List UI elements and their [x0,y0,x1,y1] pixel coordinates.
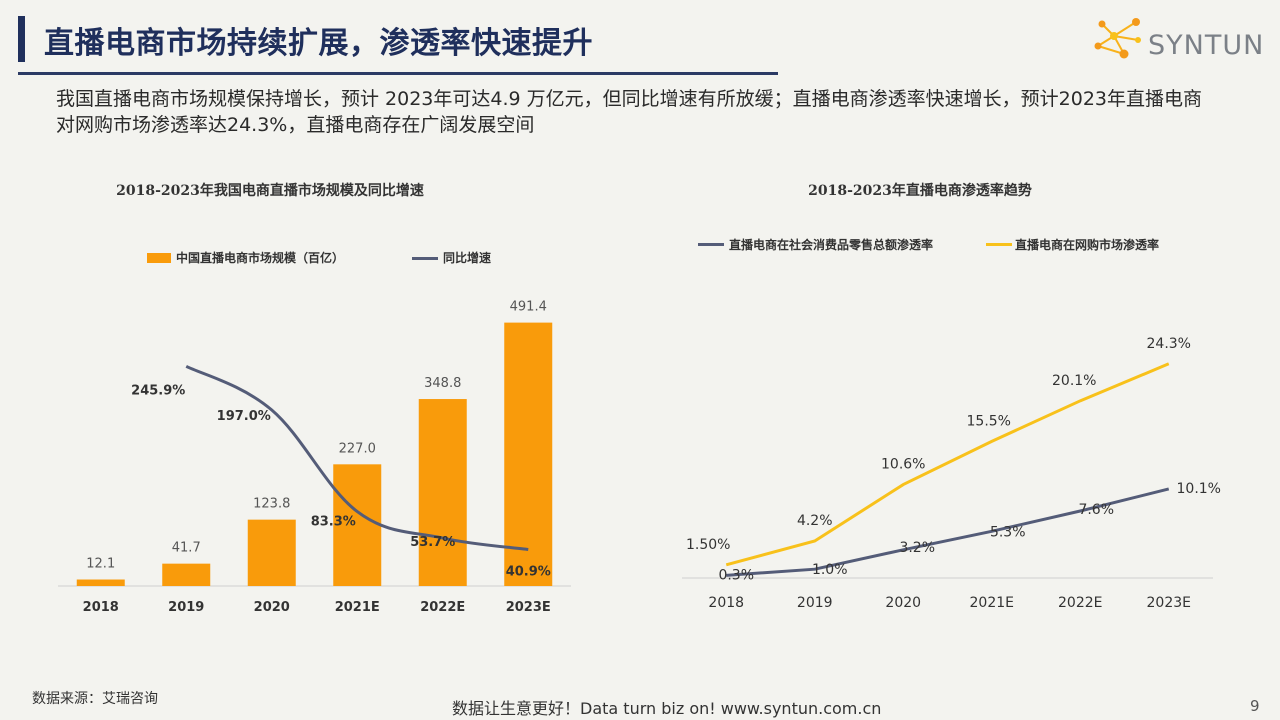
legend-label-market-size: 中国直播电商市场规模（百亿） [176,251,345,265]
summary-text: 我国直播电商市场规模保持增长，预计 2023年可达4.9 万亿元，但同比增速有所… [56,88,1203,136]
x-tick-label: 2019 [797,595,833,611]
syntun-logo [1094,18,1141,59]
bar-2020 [247,519,296,586]
growth-value-label: 245.9% [131,383,185,398]
bar-2021E [333,464,382,586]
x-tick-label: 2022E [1058,595,1102,611]
legend-swatch-online-penetration [986,243,1012,246]
data-source: 数据来源：艾瑞咨询 [32,691,158,707]
page-number: 9 [1250,697,1260,715]
bar-2022E [418,399,467,586]
online-value-label: 10.6% [881,457,925,473]
retail-value-label: 10.1% [1177,481,1221,497]
title-accent-bar [18,16,25,62]
x-tick-label: 2018 [83,600,119,615]
logo-text: SYNTUN [1148,30,1265,61]
retail-value-label: 5.3% [990,524,1026,540]
online-value-label: 15.5% [967,413,1011,429]
retail-value-label: 0.3% [718,567,754,583]
growth-value-label: 197.0% [217,409,271,424]
x-tick-label: 2020 [254,600,290,615]
growth-value-label: 40.9% [506,564,551,579]
retail-penetration-line [726,487,1170,577]
online-value-label: 1.50% [686,537,730,553]
x-tick-label: 2018 [708,595,744,611]
bar-value-label: 41.7 [172,541,201,556]
x-tick-label: 2023E [506,600,551,615]
bar-2023E [504,322,553,586]
bar-value-label: 227.0 [339,441,376,456]
chart1-title: 2018-2023年我国电商直播市场规模及同比增速 [116,183,424,199]
growth-value-label: 83.3% [311,515,356,530]
chart2-title: 2018-2023年直播电商渗透率趋势 [808,183,1032,199]
page-title: 直播电商市场持续扩展，渗透率快速提升 [44,26,593,61]
x-tick-label: 2020 [885,595,921,611]
x-tick-label: 2019 [168,600,204,615]
legend-swatch-growth [412,257,438,260]
bar-value-label: 12.1 [86,557,115,572]
bar-value-label: 348.8 [424,376,461,391]
x-tick-label: 2023E [1147,595,1191,611]
retail-value-label: 7.6% [1078,502,1114,518]
legend-swatch-retail-penetration [698,243,724,246]
bar-2018 [76,579,125,586]
growth-value-label: 53.7% [410,535,455,550]
online-value-label: 20.1% [1052,373,1096,389]
footer-slogan: 数据让生意更好！Data turn biz on! www.syntun.com… [452,699,882,718]
bar-value-label: 123.8 [253,497,290,512]
x-tick-label: 2021E [335,600,380,615]
online-penetration-line [725,362,1170,567]
title-divider [18,72,778,75]
x-tick-label: 2021E [970,595,1014,611]
retail-value-label: 1.0% [812,562,848,578]
bar-2019 [162,563,211,586]
bar-value-label: 491.4 [510,300,547,315]
legend-swatch-market-size [147,253,171,263]
legend-label-online-penetration: 直播电商在网购市场渗透率 [1015,238,1160,252]
legend-label-retail-penetration: 直播电商在社会消费品零售总额渗透率 [729,238,934,252]
x-tick-label: 2022E [420,600,465,615]
legend-label-growth: 同比增速 [443,251,492,265]
online-value-label: 4.2% [797,513,833,529]
online-value-label: 24.3% [1147,336,1191,352]
retail-value-label: 3.2% [899,540,935,556]
logo-mark-icon [1094,18,1141,59]
growth-line [185,364,529,551]
